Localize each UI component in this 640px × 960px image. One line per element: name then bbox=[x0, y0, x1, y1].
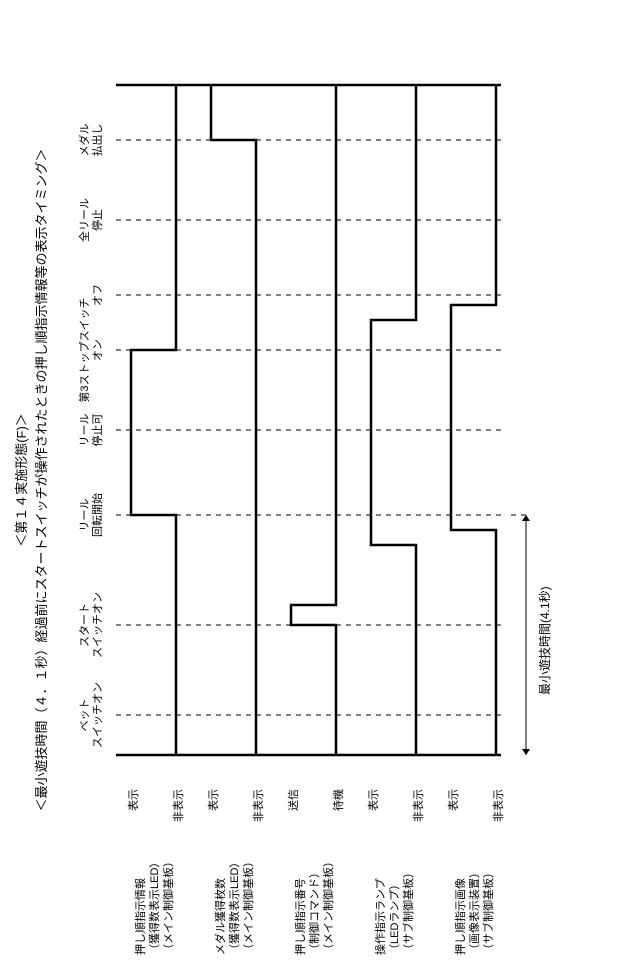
event-label: ベット スイッチオン bbox=[79, 682, 105, 748]
state-label-high: 表示 bbox=[445, 789, 461, 833]
diagram-title: ＜第１４実施形態(F)＞ ＜最小遊技時間（４．１秒）経過前にスタートスイッチが操… bbox=[0, 0, 51, 960]
state-label-high: 表示 bbox=[365, 789, 381, 833]
title-line2: ＜最小遊技時間（４．１秒）経過前にスタートスイッチが操作されたときの押し順指示情… bbox=[32, 0, 52, 960]
event-label: 全リール 停止 bbox=[79, 198, 105, 242]
footer-label: 最小遊技時間(4.1秒) bbox=[536, 586, 553, 695]
state-label-low: 非表示 bbox=[250, 789, 266, 833]
row-label: 押し順指示情報 （獲得数表示LED） （メイン制御基板） bbox=[134, 835, 177, 955]
event-label: リール 停止可 bbox=[79, 414, 105, 447]
state-label-high: 送信 bbox=[285, 789, 301, 833]
state-label-low: 非表示 bbox=[170, 789, 186, 833]
timing-chart: ベット スイッチオンスタート スイッチオン リール 回転開始 リール 停止可 第3スト… bbox=[71, 65, 551, 785]
state-label-high: 表示 bbox=[205, 789, 221, 833]
event-label: 第3ストップスイッチ オン bbox=[79, 297, 105, 402]
row-label: 押し順指示番号 （制御コマンド） （メイン制御基板） bbox=[294, 835, 337, 955]
event-label: オフ bbox=[79, 284, 105, 306]
event-label: スタート スイッチオン bbox=[79, 592, 105, 658]
state-label-low: 待機 bbox=[330, 789, 346, 833]
row-label: メダル獲得枚数 （獲得数表示LED） （メイン制御基板） bbox=[214, 835, 257, 955]
row-label: 押し順指示画像 （画像表示装置） （サブ制御基板） bbox=[454, 835, 497, 955]
row-label: 操作指示ランプ （LEDランプ） （サブ制御基板） bbox=[374, 835, 417, 955]
timing-svg bbox=[71, 65, 551, 785]
state-label-low: 非表示 bbox=[490, 789, 506, 833]
state-label-high: 表示 bbox=[125, 789, 141, 833]
event-label: リール 回転開始 bbox=[79, 493, 105, 537]
title-line1: ＜第１４実施形態(F)＞ bbox=[12, 0, 32, 960]
event-label: メダル 払出し bbox=[79, 124, 105, 157]
state-label-low: 非表示 bbox=[410, 789, 426, 833]
